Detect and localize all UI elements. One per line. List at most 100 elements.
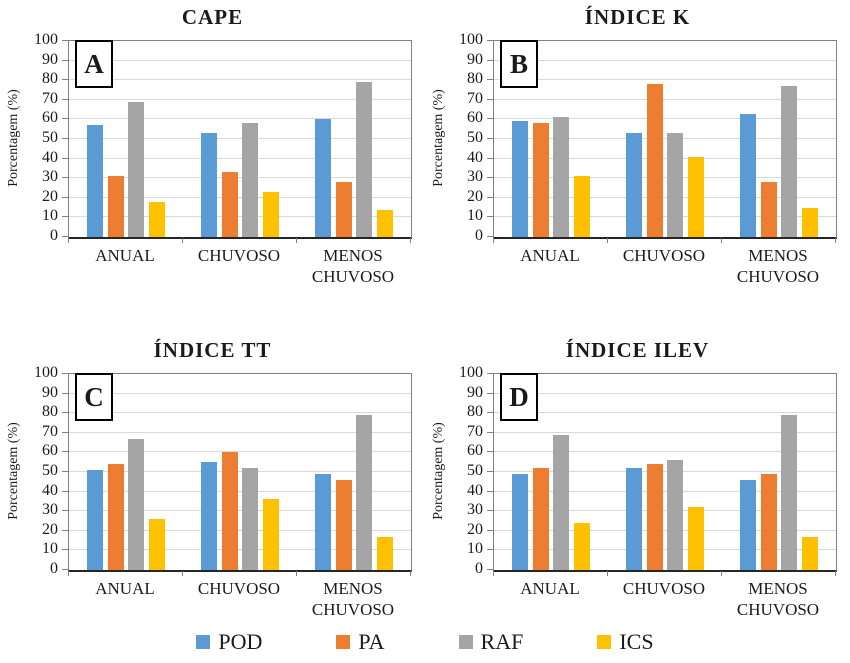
bar-pod-2 [740, 479, 757, 570]
panel-letter-box: C [75, 373, 113, 421]
gridline [69, 471, 411, 472]
panel-letter: A [84, 48, 104, 79]
gridline [69, 510, 411, 512]
x-tick-mark [493, 238, 494, 243]
y-tick-label: 100 [34, 364, 58, 381]
gridline [494, 490, 836, 492]
category-label: ANUAL [95, 246, 155, 265]
chart-title: ÍNDICE ILEV [565, 338, 710, 362]
legend-swatch-raf [458, 635, 473, 649]
bar-pod-2 [740, 113, 757, 237]
legend-item-ics: ICS [597, 631, 654, 653]
bar-pod-1 [201, 462, 218, 570]
bar-pod-0 [512, 121, 529, 237]
panel-letter-box: D [500, 373, 538, 421]
x-tick-mark [410, 238, 411, 243]
legend-item-raf: RAF [458, 629, 524, 654]
gridline [69, 529, 411, 531]
y-tick-label: 40 [42, 148, 58, 166]
chart-title: CAPE [181, 5, 244, 29]
bar-ics-2 [376, 536, 393, 570]
y-tick-mark [487, 431, 493, 433]
y-tick-label: 90 [42, 50, 58, 68]
category-label: CHUVOSO [197, 246, 281, 265]
plot-area: C [68, 373, 412, 572]
plot-area: A [68, 40, 412, 239]
bar-raf-0 [128, 101, 145, 237]
x-tick-mark [835, 238, 836, 243]
category-label: MENOS CHUVOSO [736, 246, 820, 286]
gridline [494, 412, 836, 414]
bar-ics-2 [801, 207, 818, 237]
gridline [69, 549, 411, 551]
y-axis-title: Porcentagem (%) [431, 422, 446, 520]
y-tick-mark [62, 138, 68, 139]
chart-title: ÍNDICE TT [153, 338, 272, 362]
y-tick-mark [62, 529, 68, 531]
legend-label: POD [218, 629, 263, 654]
y-tick-label: 70 [42, 422, 58, 440]
bar-pa-1 [221, 452, 238, 570]
bar-pod-1 [626, 468, 643, 570]
y-tick-label: 70 [467, 89, 483, 107]
y-tick-mark [62, 373, 68, 374]
y-tick-mark [487, 490, 493, 492]
gridline [494, 79, 836, 81]
y-tick-mark [487, 451, 493, 453]
y-tick-label: 20 [467, 520, 483, 538]
y-tick-label: 80 [42, 70, 58, 88]
y-tick-mark [62, 79, 68, 81]
bar-raf-0 [553, 117, 570, 237]
legend-item-pod: POD [196, 631, 262, 653]
y-tick-mark [487, 373, 493, 374]
y-tick-label: 70 [42, 89, 58, 107]
gridline [494, 138, 836, 139]
gridline [494, 98, 836, 100]
legend-label: RAF [480, 629, 524, 654]
bar-ics-0 [573, 522, 590, 570]
y-tick-label: 40 [42, 481, 58, 499]
gridline [494, 451, 836, 453]
y-tick-mark [487, 569, 493, 570]
bar-pod-0 [87, 125, 104, 237]
y-tick-mark [62, 157, 68, 159]
category-label: ANUAL [520, 246, 580, 265]
y-tick-label: 10 [42, 207, 58, 225]
x-tick-mark [835, 571, 836, 576]
y-tick-mark [62, 98, 68, 100]
y-tick-mark [62, 177, 68, 179]
y-tick-mark [487, 177, 493, 179]
x-tick-mark [493, 571, 494, 576]
y-axis-title: Porcentagem (%) [6, 422, 21, 520]
y-tick-mark [487, 216, 493, 218]
y-tick-label: 0 [50, 227, 58, 244]
bar-ics-0 [148, 201, 165, 237]
bar-pod-2 [315, 473, 332, 570]
bar-pod-1 [201, 133, 218, 237]
chart-panel-indice-tt: ÍNDICE TT C 0 10 20 30 40 50 60 70 80 90 100 ANUAL C… [0, 333, 425, 633]
y-tick-mark [487, 98, 493, 100]
y-tick-label: 50 [42, 462, 58, 479]
gridline [494, 392, 836, 394]
x-tick-mark [607, 238, 608, 243]
gridline [69, 98, 411, 100]
y-tick-label: 60 [467, 442, 483, 460]
y-tick-label: 90 [42, 383, 58, 401]
gridline [494, 471, 836, 472]
bar-pod-2 [315, 119, 332, 237]
y-tick-mark [62, 510, 68, 512]
y-tick-mark [62, 118, 68, 120]
y-tick-label: 20 [42, 520, 58, 538]
bar-raf-2 [781, 415, 798, 570]
chart-panel-cape: CAPE A 0 10 20 30 40 50 60 70 80 90 100 ANUAL CHUVOS… [0, 0, 425, 300]
y-tick-mark [487, 471, 493, 472]
chart-title: ÍNDICE K [584, 5, 691, 29]
gridline [494, 118, 836, 120]
y-tick-label: 90 [467, 50, 483, 68]
y-tick-mark [487, 529, 493, 531]
bar-raf-1 [667, 460, 684, 570]
y-tick-mark [487, 157, 493, 159]
y-tick-mark [487, 510, 493, 512]
panel-letter-box: A [75, 40, 113, 88]
y-tick-label: 60 [42, 109, 58, 127]
